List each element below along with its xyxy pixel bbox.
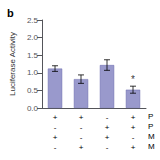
svg-text:P: P [148, 112, 153, 121]
svg-text:-: - [80, 123, 83, 132]
svg-text:+: + [79, 143, 84, 152]
svg-text:*: * [131, 74, 135, 85]
svg-text:b: b [7, 7, 14, 19]
svg-text:-: - [106, 113, 109, 122]
svg-text:1.0: 1.0 [27, 68, 39, 77]
svg-text:P: P [148, 122, 153, 131]
svg-text:+: + [53, 113, 58, 122]
svg-text:2.0: 2.0 [27, 33, 39, 42]
svg-text:-: - [80, 133, 83, 142]
svg-text:+: + [131, 143, 136, 152]
svg-text:-: - [132, 133, 135, 142]
svg-text:+: + [105, 123, 110, 132]
svg-text:M: M [148, 132, 155, 141]
svg-text:0.0: 0.0 [27, 104, 39, 113]
svg-text:M: M [148, 142, 155, 151]
svg-text:Luciferase Activity: Luciferase Activity [8, 32, 17, 96]
svg-text:-: - [54, 143, 57, 152]
svg-text:+: + [105, 133, 110, 142]
svg-text:+: + [131, 123, 136, 132]
svg-text:-: - [54, 123, 57, 132]
svg-text:+: + [53, 133, 58, 142]
svg-text:+: + [79, 113, 84, 122]
svg-text:1.5: 1.5 [27, 51, 39, 60]
svg-text:-: - [106, 143, 109, 152]
svg-text:2.5: 2.5 [27, 16, 39, 25]
svg-text:0.5: 0.5 [27, 86, 39, 95]
svg-text:+: + [131, 113, 136, 122]
